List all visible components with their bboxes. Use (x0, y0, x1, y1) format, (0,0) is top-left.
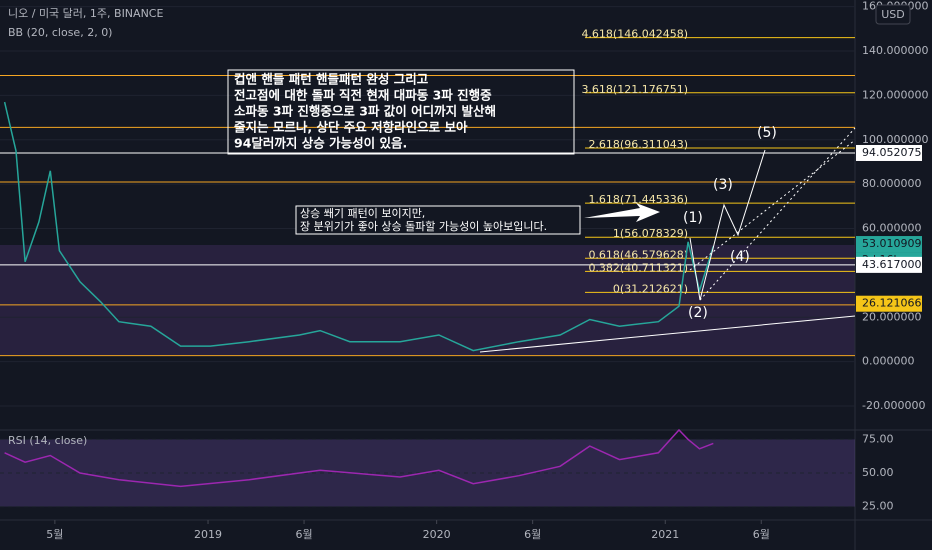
symbol: 니오 / 미국 달러, 1주, BINANCE (8, 7, 163, 20)
price-tag-label: 53.010909 (862, 237, 922, 250)
y-tick-label: 50.00 (862, 466, 894, 479)
fib-label: 0.618(46.579628) (588, 248, 688, 261)
y-tick-label: 25.00 (862, 500, 894, 513)
wave-label: (3) (713, 177, 733, 193)
wedge-line (689, 139, 856, 271)
fib-label: 0(31.212621) (613, 282, 688, 295)
arrow-note: 장 분위기가 좋아 상승 돌파할 가능성이 높아보입니다. (300, 220, 547, 233)
y-tick-label: 20.000000 (862, 310, 922, 323)
x-tick-label: 2020 (423, 528, 451, 541)
price-tag-label: 94.052075 (862, 146, 922, 159)
note-line: 94달러까지 상승 가능성이 있음. (234, 136, 407, 151)
note-line: 컵앤 핸들 패턴 핸들패턴 완성 그리고 (234, 72, 429, 87)
note-line: 줄지는 모르나, 상단 주요 저항라인으로 보아 (234, 120, 468, 135)
y-tick-label: 0.000000 (862, 355, 915, 368)
x-tick-label: 2021 (651, 528, 679, 541)
y-tick-label: 140.000000 (862, 44, 928, 57)
wedge-line (699, 127, 856, 301)
indicator: BB (20, close, 2, 0) (8, 26, 112, 39)
fib-label: 3.618(121.176751) (581, 83, 688, 96)
price-tag (856, 236, 922, 253)
fib-label: 4.618(146.042458) (581, 28, 688, 41)
price-tag (856, 144, 922, 161)
note-box (227, 69, 575, 155)
x-tick-label: 6월 (753, 528, 770, 541)
fib-label: 2.618(96.311043) (588, 138, 688, 151)
currency-button[interactable] (875, 4, 911, 25)
x-tick-label: 2019 (194, 528, 222, 541)
fib-label: 1.618(71.445336) (588, 193, 688, 206)
y-tick-label: 80.000000 (862, 177, 922, 190)
fib-label: 0.382(40.711321) (588, 261, 688, 274)
note-line: 전고점에 대한 돌파 직전 현재 대파동 3파 진행중 (234, 88, 492, 103)
currency[interactable]: USD (881, 8, 905, 21)
wave-label: (2) (688, 305, 708, 321)
price-tag (856, 295, 922, 312)
range-band (0, 245, 855, 355)
series-line (3, 101, 715, 352)
y-tick-label: 100.000000 (862, 133, 928, 146)
series-line (4, 428, 714, 488)
price-tag (856, 256, 922, 273)
wave-label: (1) (683, 210, 703, 226)
y-tick-label: 75.00 (862, 432, 894, 445)
x-tick-label: 6월 (295, 528, 312, 541)
wave-path (689, 149, 766, 301)
support-line (479, 315, 856, 353)
price-tag-label: 43.617000 (862, 258, 922, 271)
arrow-note: 상승 쐐기 패턴이 보이지만, (300, 207, 425, 220)
fib-label: 1(56.078329) (613, 227, 688, 240)
y-tick-label: -20.000000 (862, 399, 925, 412)
note-line: 소파동 3파 진행중으로 3파 값이 어디까지 발산해 (234, 104, 496, 119)
y-tick-label: 60.000000 (862, 222, 922, 235)
x-tick-label: 6월 (524, 528, 541, 541)
arrow (584, 203, 660, 222)
wave-label: (5) (757, 125, 777, 141)
rsi-title: RSI (14, close) (8, 434, 87, 447)
arrow-note-box (295, 205, 581, 235)
x-tick-label: 5월 (46, 528, 63, 541)
price-tag-label: 26.121066 (862, 297, 922, 310)
y-tick-label: 120.000000 (862, 88, 928, 101)
wave-label: (4) (730, 249, 750, 265)
